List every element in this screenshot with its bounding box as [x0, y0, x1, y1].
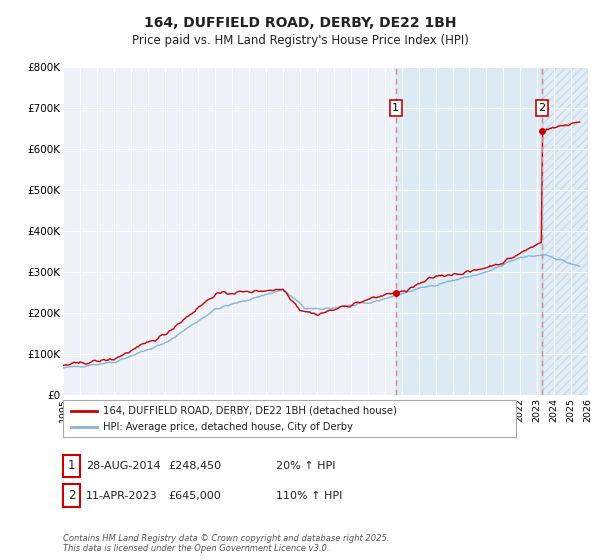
Text: £248,450: £248,450 — [168, 461, 221, 471]
Bar — [396, 67, 542, 395]
Text: Contains HM Land Registry data © Crown copyright and database right 2025.
This d: Contains HM Land Registry data © Crown c… — [63, 534, 389, 553]
Text: 11-APR-2023: 11-APR-2023 — [86, 491, 157, 501]
Text: 164, DUFFIELD ROAD, DERBY, DE22 1BH: 164, DUFFIELD ROAD, DERBY, DE22 1BH — [144, 16, 456, 30]
Text: 1: 1 — [392, 103, 399, 113]
Text: 2: 2 — [68, 489, 75, 502]
Text: 28-AUG-2014: 28-AUG-2014 — [86, 461, 160, 471]
Text: 20% ↑ HPI: 20% ↑ HPI — [276, 461, 335, 471]
Text: 110% ↑ HPI: 110% ↑ HPI — [276, 491, 343, 501]
Text: 164, DUFFIELD ROAD, DERBY, DE22 1BH (detached house): 164, DUFFIELD ROAD, DERBY, DE22 1BH (det… — [103, 405, 397, 416]
Text: 1: 1 — [68, 459, 75, 473]
Text: 2: 2 — [538, 103, 545, 113]
Text: £645,000: £645,000 — [168, 491, 221, 501]
Bar — [542, 67, 588, 395]
Text: HPI: Average price, detached house, City of Derby: HPI: Average price, detached house, City… — [103, 422, 353, 432]
Text: Price paid vs. HM Land Registry's House Price Index (HPI): Price paid vs. HM Land Registry's House … — [131, 34, 469, 46]
